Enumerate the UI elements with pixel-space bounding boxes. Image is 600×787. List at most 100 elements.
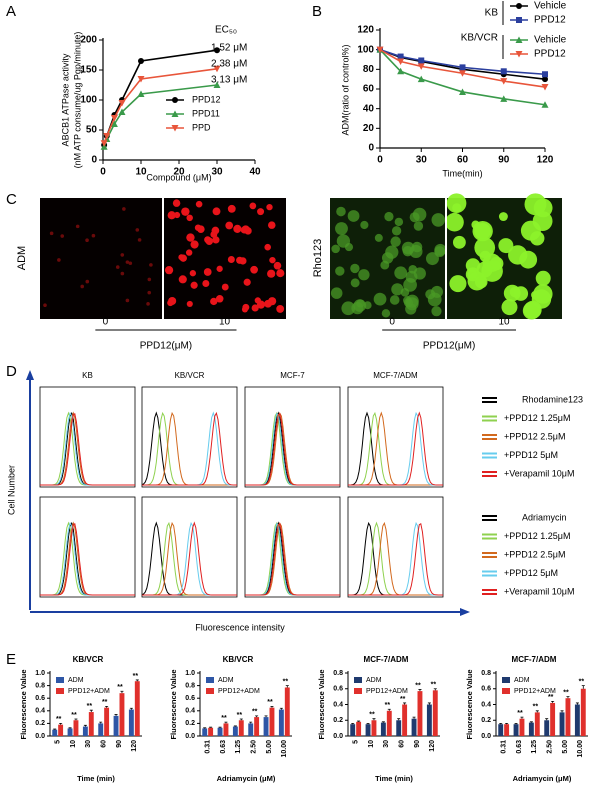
legend-label: PPD11 — [192, 108, 220, 118]
legend-label: +PPD12 5μM — [504, 450, 558, 460]
histogram-curve — [245, 523, 340, 596]
cell — [240, 226, 248, 234]
x-tick-label: 1.25 — [235, 740, 242, 754]
x-tick-label: 0.31 — [205, 740, 212, 754]
bar — [550, 702, 556, 736]
histogram-curve — [40, 413, 135, 486]
histogram-box — [347, 496, 444, 598]
cell — [373, 292, 387, 306]
bar — [134, 681, 140, 736]
cell — [381, 309, 391, 318]
y-tick-label: 60 — [363, 84, 375, 95]
chart-title: MCF-7/ADM — [512, 655, 557, 664]
x-tick-label: 30 — [85, 740, 92, 748]
legend-label: +PPD12 2.5μM — [504, 549, 565, 559]
y-tick-label: 0.2 — [481, 717, 491, 724]
bar — [386, 710, 392, 736]
cell — [256, 300, 266, 309]
bar — [380, 722, 386, 736]
cell — [519, 250, 538, 269]
marker — [500, 68, 507, 75]
error-bar — [249, 721, 253, 724]
cell — [85, 238, 89, 243]
marker — [417, 75, 425, 83]
histogram-curve — [142, 521, 237, 596]
x-axis-label: Adriamycin (μM) — [513, 774, 572, 783]
series-line — [379, 49, 546, 106]
cell — [195, 200, 203, 208]
marker — [110, 115, 118, 122]
error-bar — [545, 718, 549, 721]
legend-label: +PPD12 2.5μM — [504, 431, 565, 441]
cell — [445, 212, 464, 232]
column-title: KB/VCR — [175, 371, 205, 380]
cell — [350, 263, 360, 274]
bar — [513, 724, 519, 736]
y-axis-label: (nM ATP consume/ug Pgp/minute) — [72, 32, 82, 169]
cell — [243, 278, 251, 286]
histogram-curve — [40, 411, 135, 486]
x-tick-label: 60 — [399, 740, 406, 748]
x-tick-label: 120 — [131, 740, 138, 752]
significance: ** — [548, 694, 554, 701]
dose-label: 10 — [219, 317, 231, 328]
annotation: 2.38 μM — [211, 59, 247, 70]
x-axis-label: Time(min) — [442, 168, 482, 178]
error-bar — [387, 708, 391, 711]
cell — [356, 299, 365, 308]
x-tick-label: 30 — [416, 155, 428, 166]
marker — [172, 97, 178, 103]
y-axis-label: ADM(ratio of control%) — [340, 44, 350, 135]
legend-title: Rhodamine123 — [522, 394, 583, 404]
error-bar — [560, 710, 564, 713]
arrow-head — [460, 608, 470, 616]
x-tick-label: 90 — [116, 740, 123, 748]
y-tick-label: 0.8 — [35, 682, 45, 689]
micrograph — [330, 193, 562, 320]
histogram-box — [39, 496, 136, 598]
x-tick-label: 120 — [429, 740, 436, 752]
cell — [535, 270, 551, 286]
annotation: 1.52 μM — [211, 43, 247, 54]
bar — [371, 720, 377, 736]
x-tick-label: 0 — [377, 155, 383, 166]
cell — [137, 238, 142, 242]
cell — [347, 210, 360, 222]
histogram-box — [141, 496, 238, 598]
marker — [515, 51, 523, 58]
y-tick-label: 0.2 — [333, 717, 343, 724]
y-axis-label: Fluorescence Value — [317, 669, 326, 739]
cell — [189, 270, 197, 277]
legend-label: Vehicle — [534, 1, 567, 12]
cell — [120, 271, 125, 276]
marker — [459, 64, 466, 71]
y-tick-label: 100 — [80, 95, 97, 106]
significance: ** — [415, 682, 421, 689]
cell — [360, 220, 369, 230]
bar — [284, 687, 290, 736]
cell — [186, 300, 193, 307]
marker — [213, 65, 221, 73]
cell — [276, 269, 285, 278]
significance: ** — [400, 696, 406, 703]
cell — [427, 292, 442, 307]
x-tick-label: 10 — [70, 740, 77, 748]
legend-swatch — [56, 677, 64, 683]
cell — [391, 283, 404, 296]
cell — [267, 269, 276, 278]
x-tick-label: 10 — [135, 167, 147, 178]
legend-label: PPD12 — [534, 15, 566, 26]
cell — [149, 263, 153, 267]
cell — [384, 211, 394, 222]
x-tick-label: 90 — [498, 155, 510, 166]
panel-label: E — [6, 651, 16, 668]
cell — [216, 265, 223, 272]
cell — [179, 254, 187, 262]
x-tick-label: 20 — [173, 167, 185, 178]
cell — [474, 237, 496, 259]
bar — [82, 726, 88, 736]
x-axis-label: Time (min) — [77, 774, 115, 783]
cell — [446, 193, 467, 214]
legend-label: +PPD12 5μM — [504, 568, 558, 578]
error-bar — [135, 679, 139, 682]
